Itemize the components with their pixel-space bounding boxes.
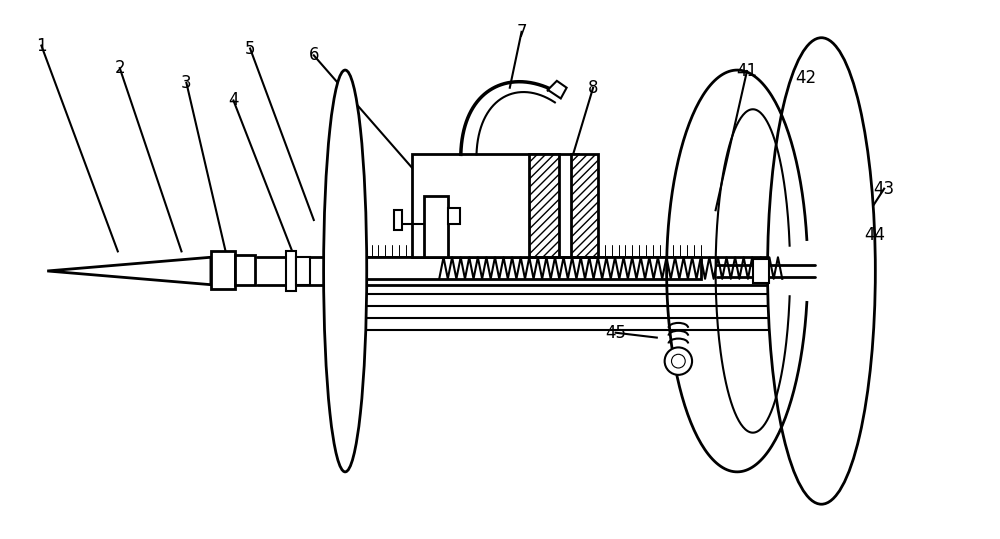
Text: 43: 43: [874, 179, 895, 198]
Bar: [412, 154, 578, 257]
Text: 3: 3: [181, 74, 192, 92]
Bar: [286, 251, 296, 291]
Text: 42: 42: [795, 69, 816, 87]
Text: 5: 5: [245, 39, 255, 58]
Bar: [571, 154, 598, 257]
Text: 45: 45: [605, 324, 626, 342]
Bar: [358, 257, 701, 279]
Text: 6: 6: [309, 46, 319, 64]
Ellipse shape: [768, 38, 875, 504]
Circle shape: [665, 348, 692, 375]
Circle shape: [672, 354, 685, 368]
Bar: [235, 255, 255, 285]
Text: 44: 44: [864, 226, 885, 244]
Bar: [529, 154, 559, 257]
Bar: [424, 197, 448, 257]
Text: 4: 4: [228, 92, 239, 109]
Polygon shape: [47, 257, 211, 285]
Ellipse shape: [324, 70, 367, 472]
Bar: [296, 257, 310, 285]
Bar: [211, 251, 235, 288]
Bar: [753, 259, 769, 283]
Polygon shape: [547, 81, 567, 99]
Text: 41: 41: [736, 62, 758, 80]
Text: 1: 1: [36, 37, 47, 54]
Bar: [448, 208, 460, 224]
Bar: [394, 210, 402, 230]
Text: 8: 8: [588, 79, 598, 96]
Text: 7: 7: [516, 23, 527, 41]
Text: 2: 2: [114, 59, 125, 77]
